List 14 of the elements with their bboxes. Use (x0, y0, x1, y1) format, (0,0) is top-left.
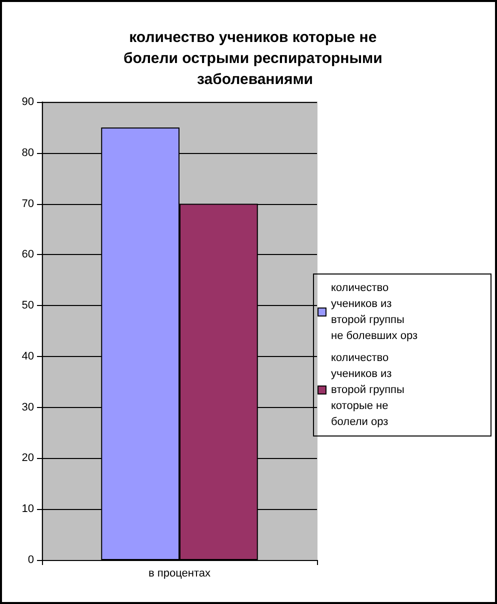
y-tick-label: 30 (22, 401, 34, 414)
chart-title: количество учеников которые не болели острыми респираторными заболеваниями (123, 29, 387, 88)
y-tick-label: 10 (22, 503, 34, 516)
y-tick-label: 90 (22, 96, 34, 108)
y-tick-label: 20 (22, 452, 34, 464)
x-tick-label: в процентах (148, 568, 211, 580)
y-tick-label: 50 (22, 300, 34, 312)
y-tick-label: 70 (22, 198, 34, 210)
y-tick-label: 60 (22, 248, 34, 261)
y-tick-label: 80 (22, 146, 34, 159)
legend-label: количество учеников из второй группы которые не болели орз (331, 352, 411, 428)
legend-label: количество учеников из второй группы не болевших орз (331, 282, 418, 342)
y-tick-label: 40 (22, 350, 34, 362)
y-tick-label: 0 (28, 554, 34, 566)
